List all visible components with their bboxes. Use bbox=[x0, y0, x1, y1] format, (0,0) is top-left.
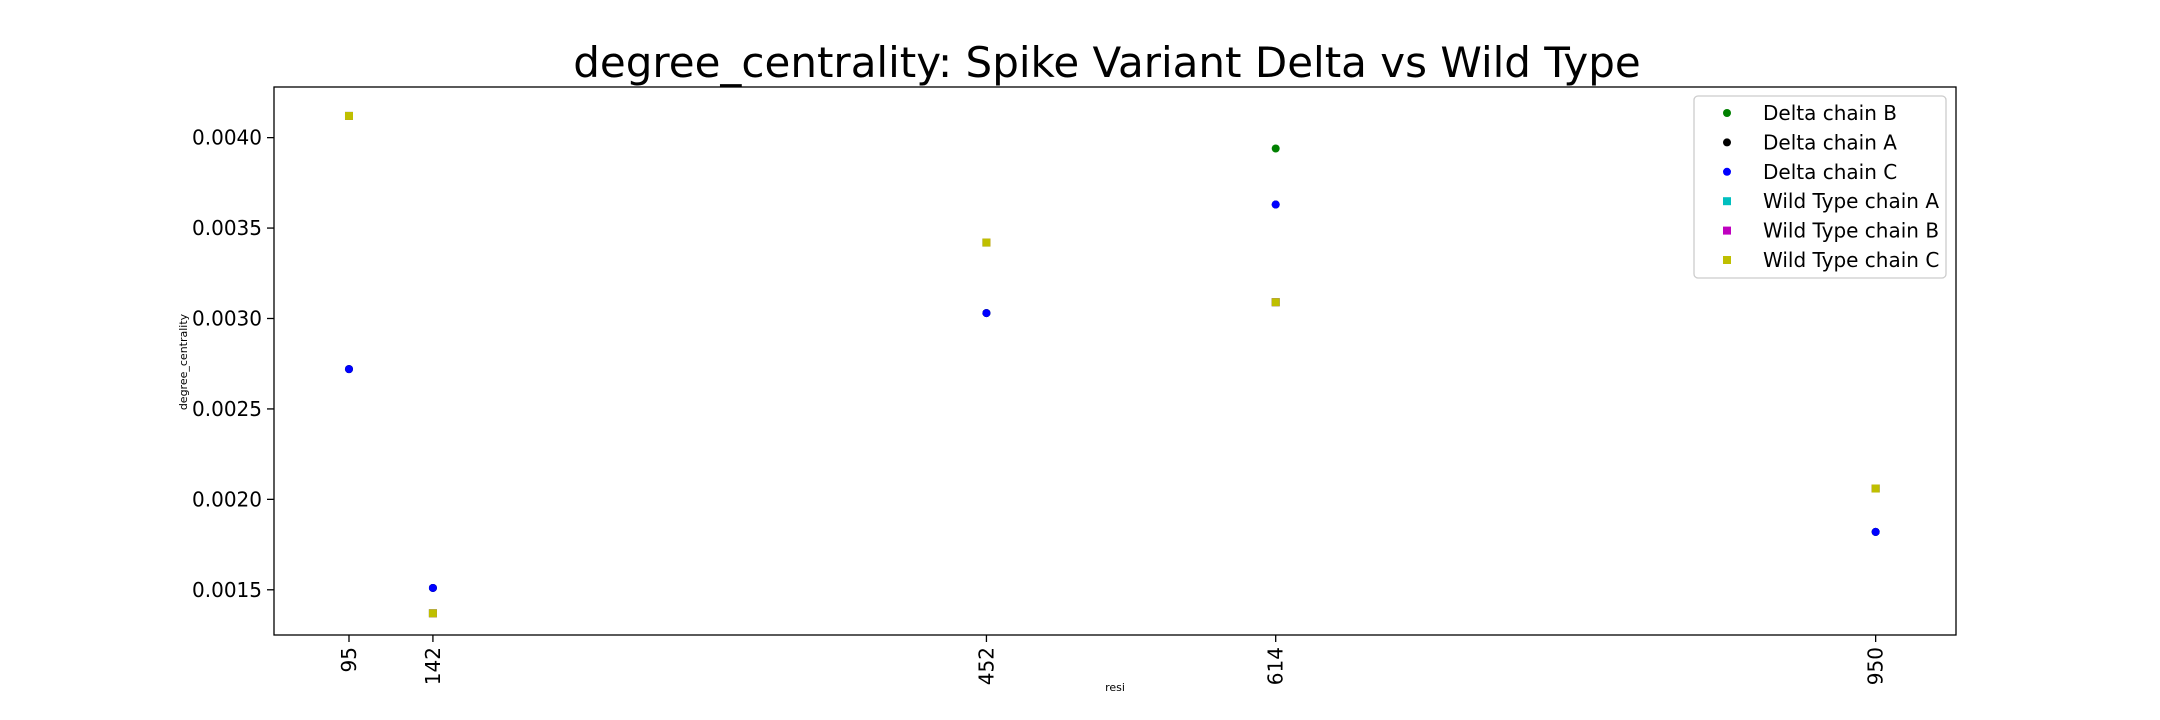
y-axis-label: degree_centrality bbox=[177, 313, 190, 410]
data-point-circle bbox=[428, 583, 437, 592]
legend-marker bbox=[1723, 256, 1731, 264]
legend-box bbox=[1693, 95, 1947, 279]
data-point-square bbox=[344, 111, 353, 120]
legend-marker bbox=[1723, 109, 1731, 117]
chart-title: degree_centrality: Spike Variant Delta v… bbox=[573, 38, 1641, 87]
x-tick-label: 452 bbox=[974, 647, 998, 685]
x-tick-label: 950 bbox=[1864, 647, 1888, 685]
y-tick-label: 0.0035 bbox=[192, 216, 262, 240]
legend-label: Delta chain A bbox=[1763, 130, 1897, 154]
legend-marker bbox=[1723, 197, 1731, 206]
data-point-circle bbox=[982, 309, 991, 318]
legend-label: Wild Type chain B bbox=[1763, 219, 1939, 243]
x-axis: 95 142 452 614 950 bbox=[337, 635, 1888, 685]
data-point-circle bbox=[1271, 200, 1280, 209]
y-tick-label: 0.0040 bbox=[192, 126, 262, 150]
data-point-square bbox=[1271, 298, 1280, 307]
data-point-circle bbox=[344, 365, 353, 374]
x-tick-label: 95 bbox=[337, 647, 361, 672]
data-point-circle bbox=[1271, 144, 1280, 153]
x-tick-label: 142 bbox=[421, 647, 445, 685]
legend-label: Wild Type chain A bbox=[1763, 189, 1939, 213]
legend-marker bbox=[1723, 167, 1731, 176]
legend-label: Wild Type chain C bbox=[1763, 248, 1939, 272]
legend-marker bbox=[1723, 226, 1731, 235]
y-tick-label: 0.0030 bbox=[192, 306, 262, 330]
plot-area bbox=[273, 86, 1957, 636]
data-point-square bbox=[428, 609, 437, 618]
legend-marker bbox=[1723, 138, 1731, 147]
data-point-square bbox=[1871, 484, 1880, 493]
x-axis-label: resi bbox=[1105, 681, 1125, 694]
y-axis: 0.0015 0.0020 0.0025 0.0030 0.0035 0.0040 bbox=[192, 126, 274, 602]
y-tick-label: 0.0020 bbox=[192, 487, 262, 511]
data-point-square bbox=[982, 238, 991, 247]
legend: Delta chain B Delta chain A Delta chain C W… bbox=[1693, 95, 1947, 279]
legend-label: Delta chain B bbox=[1763, 101, 1897, 125]
data-point-circle bbox=[1871, 527, 1880, 536]
legend-label: Delta chain C bbox=[1763, 160, 1897, 184]
data-points bbox=[344, 111, 1880, 618]
x-tick-label: 614 bbox=[1264, 647, 1288, 685]
y-tick-label: 0.0025 bbox=[192, 397, 262, 421]
y-tick-label: 0.0015 bbox=[192, 578, 262, 602]
